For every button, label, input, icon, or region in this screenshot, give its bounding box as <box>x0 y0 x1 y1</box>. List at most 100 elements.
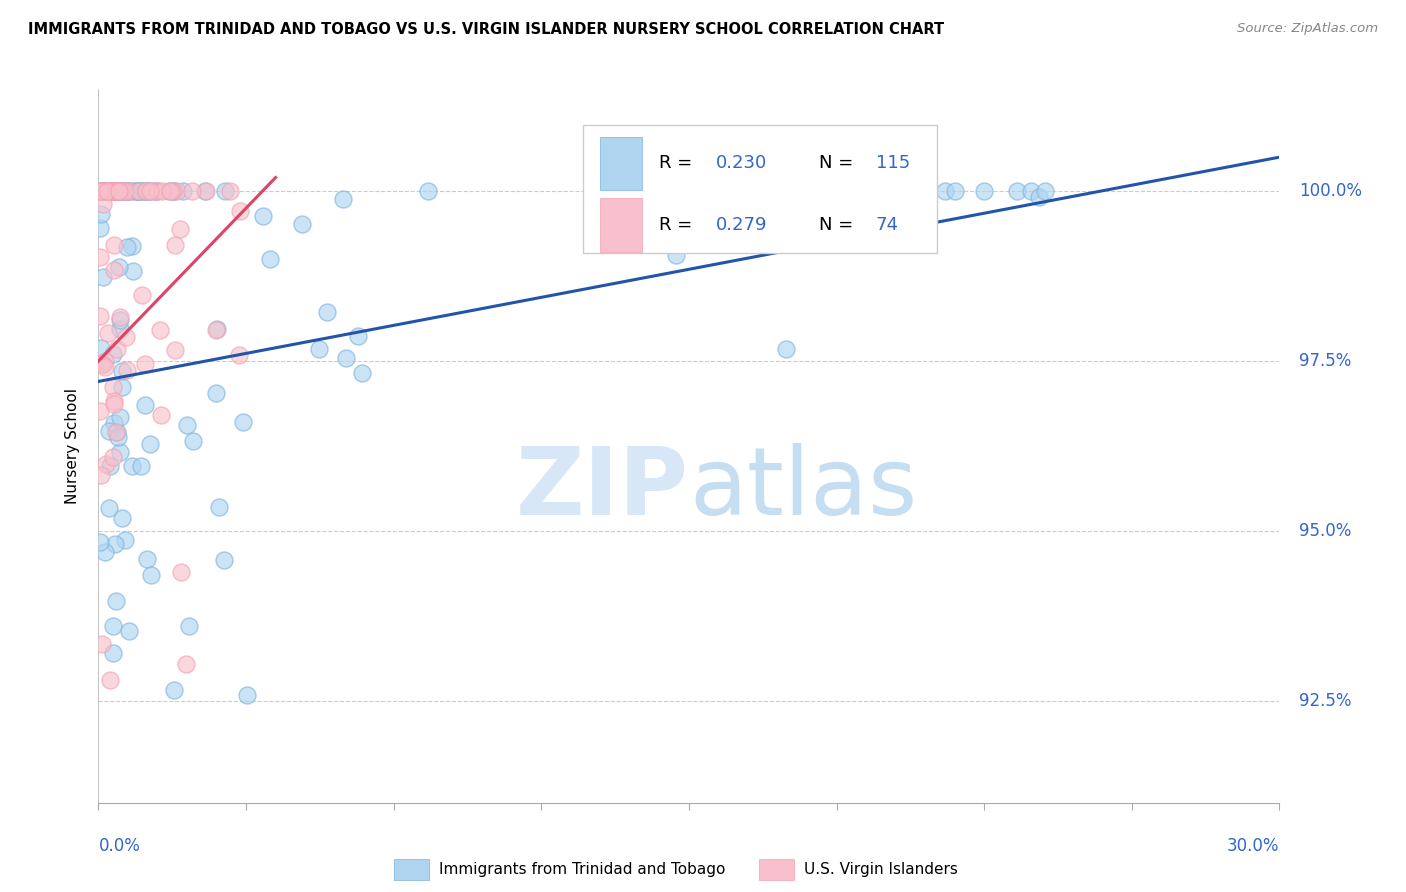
Point <box>117 363 139 377</box>
Point <box>97 184 120 198</box>
Point <box>934 184 956 198</box>
Point <box>98 184 121 198</box>
Point <box>90 184 112 198</box>
Point <box>90 184 112 198</box>
Y-axis label: Nursery School: Nursery School <box>65 388 80 504</box>
Text: N =: N = <box>818 154 859 172</box>
Point <box>103 397 125 411</box>
Point <box>91 270 114 285</box>
Point <box>129 458 152 473</box>
Point <box>101 184 124 198</box>
Point <box>827 184 849 198</box>
Point <box>118 624 141 639</box>
Point <box>170 566 193 580</box>
Point <box>104 537 127 551</box>
Point <box>118 184 141 198</box>
Point <box>163 682 186 697</box>
Point <box>112 184 135 198</box>
Point <box>121 459 143 474</box>
Point <box>103 184 125 198</box>
Point <box>134 398 156 412</box>
Point <box>108 184 131 198</box>
Point <box>108 313 131 327</box>
Point <box>103 184 125 198</box>
Point <box>120 184 142 198</box>
Text: Source: ZipAtlas.com: Source: ZipAtlas.com <box>1237 22 1378 36</box>
Point <box>163 238 186 252</box>
Point <box>943 184 966 198</box>
Point <box>104 184 127 198</box>
Point <box>125 184 148 198</box>
Point <box>204 323 226 337</box>
Point <box>219 184 242 198</box>
Point <box>89 221 111 235</box>
Point <box>127 184 149 198</box>
Point <box>138 184 160 198</box>
Point <box>252 209 274 223</box>
Text: 0.0%: 0.0% <box>98 837 141 855</box>
Point <box>91 357 114 371</box>
Point <box>107 184 129 198</box>
Point <box>98 673 121 688</box>
Point <box>232 415 254 429</box>
Point <box>146 184 169 198</box>
Point <box>335 351 357 365</box>
Point <box>259 252 281 267</box>
Point <box>162 184 184 198</box>
Point <box>111 511 134 525</box>
Point <box>142 184 165 198</box>
Point <box>141 184 163 198</box>
Point <box>108 409 131 424</box>
Point <box>101 646 124 660</box>
Point <box>134 357 156 371</box>
Point <box>127 184 149 198</box>
Point <box>236 689 259 703</box>
Point <box>122 264 145 278</box>
Point <box>104 425 127 439</box>
Point <box>135 184 157 198</box>
Point <box>115 240 138 254</box>
Point <box>89 250 111 264</box>
Point <box>110 322 132 336</box>
Text: 0.230: 0.230 <box>716 154 768 172</box>
Point <box>96 184 118 198</box>
Point <box>105 425 128 439</box>
Point <box>128 184 150 198</box>
Point <box>108 184 131 198</box>
Text: atlas: atlas <box>689 442 917 535</box>
Point <box>107 430 129 444</box>
Point <box>97 184 120 198</box>
Text: 95.0%: 95.0% <box>1299 522 1351 540</box>
Point <box>149 408 172 422</box>
Point <box>110 184 132 198</box>
Point <box>111 380 134 394</box>
Point <box>104 184 127 198</box>
Point <box>94 184 117 198</box>
Point <box>418 184 440 198</box>
Point <box>1035 184 1057 198</box>
Point <box>107 184 129 198</box>
Point <box>129 184 152 198</box>
Point <box>138 437 160 451</box>
Point <box>94 184 117 198</box>
Point <box>96 184 118 198</box>
Point <box>195 184 218 198</box>
Point <box>834 184 856 198</box>
Text: U.S. Virgin Islanders: U.S. Virgin Islanders <box>804 863 957 877</box>
Point <box>121 239 143 253</box>
Point <box>671 184 693 198</box>
Point <box>103 416 125 430</box>
Point <box>97 425 120 439</box>
Point <box>105 184 128 198</box>
Text: ZIP: ZIP <box>516 442 689 535</box>
Point <box>98 184 121 198</box>
Point <box>703 184 725 198</box>
Point <box>96 184 118 198</box>
Point <box>98 184 121 198</box>
Text: 97.5%: 97.5% <box>1299 352 1351 370</box>
Point <box>665 248 688 262</box>
Point <box>98 184 121 198</box>
Point <box>97 326 120 340</box>
Point <box>94 360 117 375</box>
FancyBboxPatch shape <box>582 125 936 253</box>
